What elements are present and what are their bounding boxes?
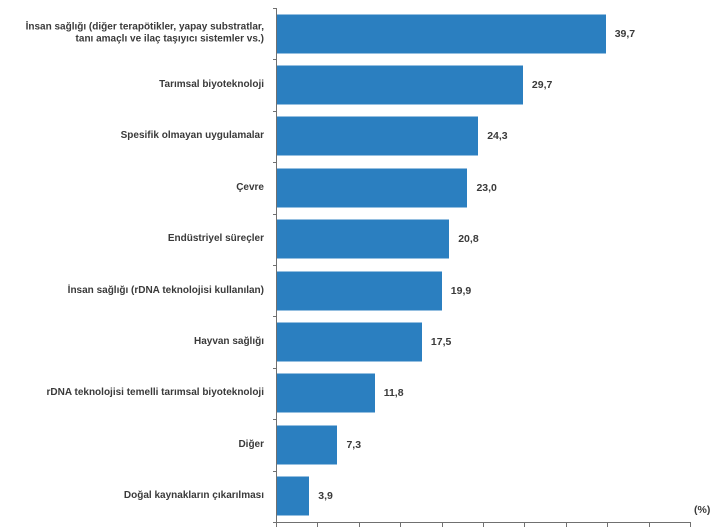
value-label: 20,8 xyxy=(458,233,479,246)
value-label: 39,7 xyxy=(614,27,636,40)
y-axis-tick xyxy=(273,8,277,9)
bar xyxy=(277,322,422,362)
y-axis-tick xyxy=(273,213,277,215)
x-axis-tick xyxy=(607,522,609,527)
category-label: Tarımsal biyoteknoloji xyxy=(159,78,264,90)
bar-row: Tarımsal biyoteknoloji 29,7 xyxy=(0,59,720,110)
category-label: İnsan sağlığı (rDNA teknolojisi kullanıl… xyxy=(67,284,264,296)
y-axis-tick xyxy=(273,367,277,369)
y-axis-tick xyxy=(273,59,277,61)
category-label: Çevre xyxy=(236,181,264,193)
bar xyxy=(277,271,442,311)
x-axis-tick xyxy=(565,522,567,527)
bar xyxy=(277,425,338,465)
x-axis-tick xyxy=(358,522,360,527)
value-label: 7,3 xyxy=(346,438,362,451)
bar xyxy=(277,219,450,259)
bar xyxy=(277,14,606,54)
bar-row: Çevre 23,0 xyxy=(0,162,720,213)
axis-unit-label: (%) xyxy=(694,504,711,516)
value-label: 24,3 xyxy=(487,130,508,143)
bar xyxy=(277,116,479,156)
category-label: Spesifik olmayan uygulamalar xyxy=(120,130,264,142)
x-axis-tick xyxy=(483,522,484,527)
bar-row: İnsan sağlığı (diğer terapötikler, yapay… xyxy=(0,8,720,59)
y-axis-tick xyxy=(273,522,277,523)
bar-row: Diğer 7,3 xyxy=(0,419,720,470)
bar-row: Doğal kaynakların çıkarılması 3,9 xyxy=(0,471,720,522)
value-label: 19,9 xyxy=(450,284,472,297)
category-label: Hayvan sağlığı xyxy=(193,335,264,347)
y-axis-tick xyxy=(273,162,277,164)
x-axis-tick xyxy=(441,522,443,527)
bar-row: Spesifik olmayan uygulamalar 24,3 xyxy=(0,111,720,162)
category-label: Endüstriyel süreçler xyxy=(167,233,264,245)
x-axis-tick xyxy=(690,522,691,527)
category-label: İnsan sağlığı (diğer terapötikler, yapay… xyxy=(25,21,264,45)
bar xyxy=(277,65,523,105)
value-label: 29,7 xyxy=(531,79,553,92)
x-axis-tick xyxy=(648,522,650,527)
value-label: 17,5 xyxy=(430,336,452,349)
category-label: Diğer xyxy=(238,438,264,450)
category-label: Doğal kaynakların çıkarılması xyxy=(123,490,264,502)
bar-row: İnsan sağlığı (rDNA teknolojisi kullanıl… xyxy=(0,265,720,316)
x-axis-tick xyxy=(317,522,319,527)
y-axis-tick xyxy=(273,265,277,266)
y-axis-tick xyxy=(273,110,277,112)
x-axis-tick xyxy=(400,522,402,527)
y-axis-tick xyxy=(273,316,277,318)
y-axis-tick xyxy=(273,419,277,421)
value-label: 23,0 xyxy=(476,181,497,194)
category-label: rDNA teknolojisi temelli tarımsal biyote… xyxy=(46,387,264,399)
bar-row: Endüstriyel süreçler 20,8 xyxy=(0,214,720,265)
bar-row: Hayvan sağlığı 17,5 xyxy=(0,316,720,367)
x-axis-tick xyxy=(276,522,277,527)
value-label: 3,9 xyxy=(318,490,333,503)
bar xyxy=(277,476,310,516)
x-axis-tick xyxy=(524,522,526,527)
y-axis-tick xyxy=(273,470,277,472)
bar-row: rDNA teknolojisi temelli tarımsal biyote… xyxy=(0,368,720,419)
bar xyxy=(277,373,375,413)
value-label: 11,8 xyxy=(383,387,404,400)
bar xyxy=(277,168,468,208)
